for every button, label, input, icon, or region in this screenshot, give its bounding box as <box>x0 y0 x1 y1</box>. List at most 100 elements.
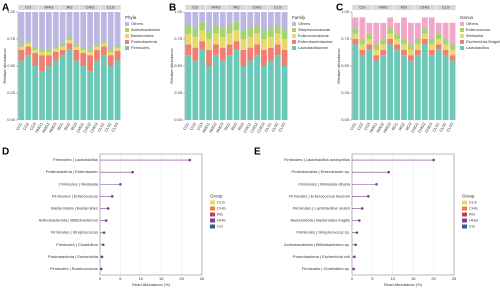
x-tick-label: CLS1 <box>96 121 106 133</box>
row-label: Proteobacteria | Enterobacter sp. <box>291 169 350 174</box>
bar-segment <box>80 53 87 66</box>
bar-segment <box>435 49 442 120</box>
bar-segment <box>25 46 32 56</box>
bar-segment <box>233 41 240 50</box>
strip <box>205 5 226 10</box>
bar-segment <box>32 66 39 120</box>
bar-segment <box>247 12 254 29</box>
bar-segment <box>114 45 121 48</box>
panel-letter: A <box>2 3 9 14</box>
lollipop-dot <box>131 170 134 174</box>
bar-segment <box>359 49 366 56</box>
row-label: Firmicutes | Clostridium <box>56 242 98 247</box>
row-label: Firmicutes | Ruminococcus <box>50 266 98 271</box>
y-tick-label: 1.00 <box>341 9 350 14</box>
legend-swatch <box>462 218 467 223</box>
legend-title: Phyla <box>125 15 137 20</box>
bar-segment <box>94 44 100 47</box>
bar-segment <box>442 39 449 45</box>
bar-segment <box>380 22 387 39</box>
bar-segment <box>73 46 80 50</box>
bar-segment <box>66 49 73 120</box>
strip <box>18 5 39 10</box>
bar-segment <box>39 12 45 50</box>
bar-segment <box>373 49 380 56</box>
x-tick-label: 5 <box>119 276 122 281</box>
bar-segment <box>414 44 421 50</box>
x-tick-label: 15 <box>411 276 416 281</box>
bar-segment <box>100 43 107 47</box>
y-tick-label: 0.00 <box>341 117 350 122</box>
bar-segment <box>261 49 267 66</box>
x-tick-label: CLS1 <box>431 121 441 133</box>
bar-segment <box>80 47 87 50</box>
x-tick-label: CHG2 <box>417 121 427 134</box>
bar-segment <box>25 12 32 42</box>
bar-segment <box>219 28 226 37</box>
x-tick-label: CLS3 <box>445 121 455 133</box>
bar-segment <box>401 49 407 56</box>
bar-segment <box>387 28 394 34</box>
bar-segment <box>185 44 192 56</box>
legend-label: Lactobacillus <box>466 45 489 50</box>
lollipop-dot <box>352 267 355 271</box>
x-tick-label: 0 <box>99 276 102 281</box>
bar-segment <box>267 36 274 48</box>
bar-segment <box>442 55 449 121</box>
bar-segment <box>100 46 107 56</box>
bar-segment <box>394 33 400 39</box>
bar-segment <box>261 39 267 50</box>
bar-segment <box>25 41 32 44</box>
bar-segment <box>352 28 359 34</box>
bar-segment <box>274 33 281 45</box>
bar-segment <box>32 12 39 48</box>
bar-segment <box>401 44 407 50</box>
bar-segment <box>59 44 66 47</box>
y-axis-label: Relative abundance <box>336 48 341 84</box>
bar-segment <box>52 12 59 47</box>
bar-segment <box>192 12 199 29</box>
y-tick-label: 0.75 <box>7 36 16 41</box>
bar-segment <box>226 24 233 34</box>
x-tick-label: CLS2 <box>438 121 448 133</box>
x-tick-label: RG3 <box>237 121 246 131</box>
bar-segment <box>233 30 240 42</box>
lollipop-dot <box>355 231 359 234</box>
legend-swatch <box>125 34 129 38</box>
bar-segment <box>352 33 359 39</box>
bar-segment <box>18 60 25 120</box>
bar-segment <box>387 39 394 45</box>
lollipop-dot <box>432 158 435 162</box>
x-tick-label: RG1 <box>223 121 232 131</box>
bar-segment <box>352 44 359 120</box>
legend-label: Others <box>466 21 478 26</box>
legend-label: Enterobacteriaceae <box>298 39 333 44</box>
bar-segment <box>408 55 414 61</box>
x-tick-label: CG1 <box>15 121 24 131</box>
bar-segment <box>73 44 80 47</box>
bar-segment <box>394 44 400 50</box>
bar-segment <box>380 49 387 56</box>
bar-segment <box>199 30 206 42</box>
bar-segment <box>73 12 80 45</box>
legend-swatch <box>210 200 215 205</box>
bar-segment <box>59 46 66 50</box>
x-tick-label: HHG3 <box>48 121 58 134</box>
x-tick-label: CHG1 <box>410 121 420 134</box>
bar-segment <box>421 44 428 120</box>
lollipop-dot <box>102 231 106 234</box>
bar-segment <box>373 44 380 50</box>
lollipop-dot <box>100 255 104 259</box>
bar-segment <box>380 39 387 45</box>
legend-title: Genus <box>460 15 474 20</box>
bar-segment <box>80 49 87 54</box>
lollipop-dot <box>106 207 110 210</box>
strip-label: CG <box>192 5 198 10</box>
bar-segment <box>240 66 247 120</box>
bar-segment <box>100 55 107 121</box>
lollipop-dot <box>367 195 370 198</box>
x-tick-label: CHG1 <box>75 121 85 134</box>
bar-segment <box>87 51 93 56</box>
bar-segment <box>401 17 407 39</box>
y-axis-label: Relative abundance <box>2 48 7 84</box>
